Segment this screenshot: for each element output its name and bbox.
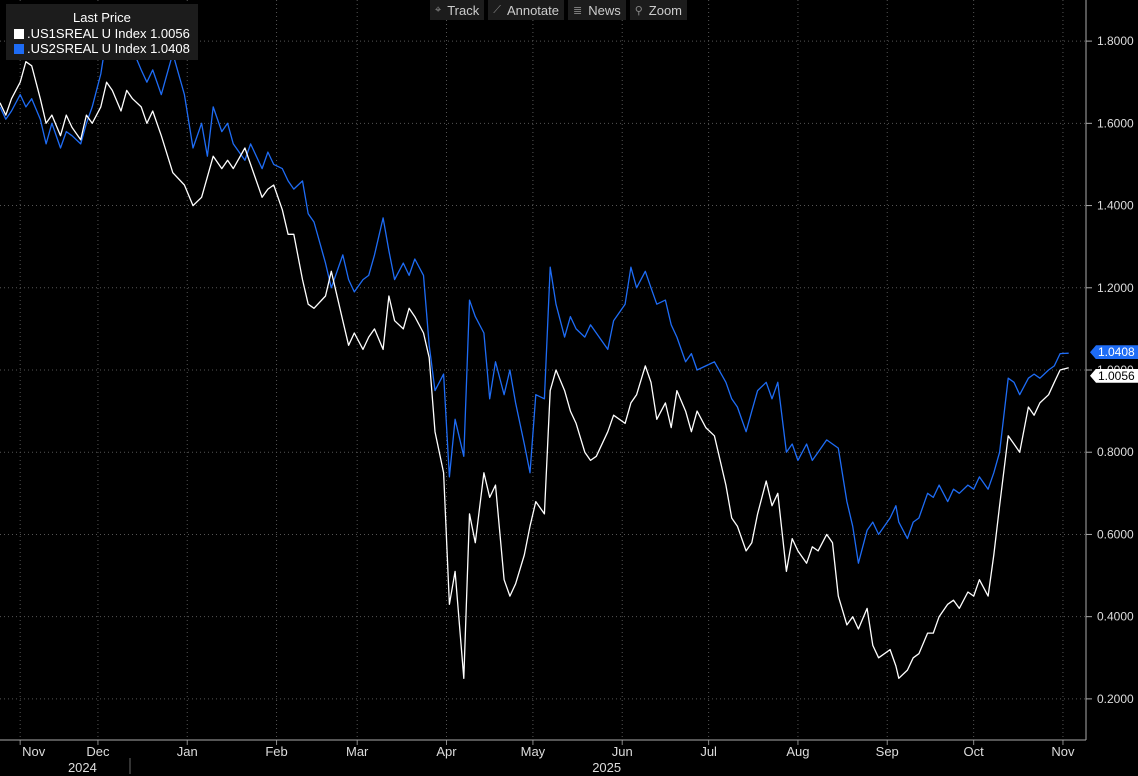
legend-entry-us2sreal: .US2SREAL U Index 1.0408 [14, 41, 190, 56]
last-price-tag-us2sreal: 1.0408 [1090, 345, 1138, 360]
chart-grid [0, 0, 1086, 740]
news-icon: ≣ [572, 4, 583, 17]
annotate-button[interactable]: ⟋ Annotate [488, 0, 564, 20]
y-tick-label: 1.2000 [1097, 281, 1134, 295]
legend-label-us2sreal: .US2SREAL U Index 1.0408 [27, 41, 190, 56]
x-tick-label: Nov [22, 744, 46, 759]
x-tick-label: Jun [612, 744, 633, 759]
crosshair-icon: ⌖ [435, 3, 442, 16]
x-tick-label: Apr [436, 744, 457, 759]
x-tick-label: Sep [876, 744, 899, 759]
x-tick-label: Oct [964, 744, 985, 759]
zoom-button[interactable]: ⚲ Zoom [629, 0, 688, 20]
x-tick-label: Dec [86, 744, 110, 759]
x-tick-label: Nov [1051, 744, 1075, 759]
zoom-label: Zoom [648, 2, 683, 18]
x-tick-label: May [521, 744, 546, 759]
y-tick-label: 0.8000 [1097, 445, 1134, 459]
x-tick-label: Feb [265, 744, 287, 759]
legend-swatch-blue [14, 43, 24, 54]
y-tick-label: 1.4000 [1097, 199, 1134, 213]
pencil-icon: ⟋ [493, 3, 501, 16]
news-label: News [588, 2, 621, 18]
x-tick-label: Jul [700, 744, 717, 759]
legend-entry-us1sreal: .US1SREAL U Index 1.0056 [14, 26, 190, 41]
x-year-label: 2024 [68, 760, 97, 775]
zoom-icon: ⚲ [634, 4, 643, 17]
chart-legend: Last Price .US1SREAL U Index 1.0056 .US2… [6, 4, 198, 60]
series-line-us1srealuindex [0, 61, 1069, 679]
x-tick-label: Mar [346, 744, 369, 759]
x-tick-label: Jan [177, 744, 198, 759]
x-year-label: 2025 [592, 760, 621, 775]
track-label: Track [447, 2, 480, 18]
last-price-tag-us1sreal: 1.0056 [1090, 368, 1138, 383]
news-button[interactable]: ≣ News [567, 0, 626, 20]
y-tick-label: 0.2000 [1097, 692, 1134, 706]
y-tick-label: 0.4000 [1097, 610, 1134, 624]
annotate-label: Annotate [506, 2, 559, 18]
chart-toolbar: ⌖ Track ⟋ Annotate ≣ News ⚲ Zoom [430, 0, 688, 20]
chart-series [0, 36, 1069, 679]
series-line-us2srealuindex [0, 36, 1069, 564]
legend-swatch-white [14, 28, 24, 39]
track-button[interactable]: ⌖ Track [430, 0, 485, 20]
x-tick-label: Aug [786, 744, 809, 759]
y-tick-label: 1.6000 [1097, 116, 1134, 130]
legend-title: Last Price [73, 10, 131, 25]
y-tick-label: 0.6000 [1097, 527, 1134, 541]
legend-label-us1sreal: .US1SREAL U Index 1.0056 [27, 26, 190, 41]
y-tick-label: 1.8000 [1097, 34, 1134, 48]
